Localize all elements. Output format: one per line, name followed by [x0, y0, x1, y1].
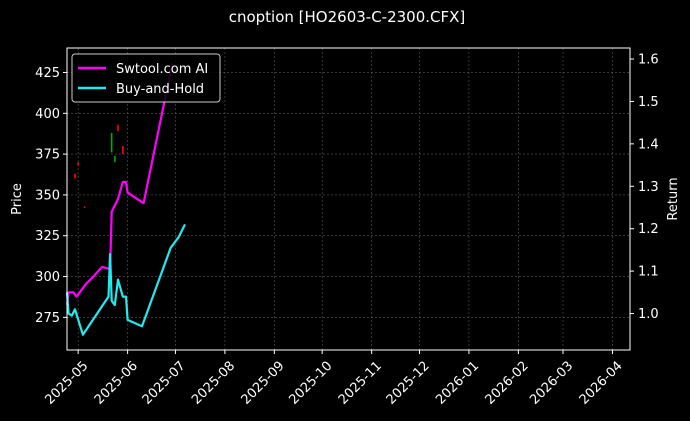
legend-label-swtool: Swtool.com AI	[116, 62, 208, 77]
y-axis-right: 1.0 1.1 1.2 1.3 1.4 1.5 1.6	[630, 53, 659, 322]
series-layer	[65, 63, 186, 336]
legend-label-buy-and-hold: Buy-and-Hold	[116, 82, 204, 97]
plot-frame	[66, 47, 631, 351]
y-tick-label: 425	[35, 66, 60, 81]
legend: Swtool.com AI Buy-and-Hold	[71, 53, 221, 103]
series-line-buy-and-hold	[65, 223, 186, 336]
y2-tick-label: 1.4	[638, 137, 659, 152]
y-tick-label: 325	[35, 229, 60, 244]
legend-box	[71, 53, 221, 103]
y-tick-label: 300	[35, 270, 60, 285]
y-tick-label: 275	[35, 311, 60, 326]
chart-title: cnoption [HO2603-C-2300.CFX]	[229, 8, 466, 26]
y2-tick-label: 1.2	[638, 222, 659, 237]
y-axis-title: Price	[10, 183, 25, 215]
y-axis-left: 275 300 325 350 375 400 425	[35, 66, 67, 326]
y-tick-label: 350	[35, 188, 60, 203]
y2-tick-label: 1.3	[638, 180, 659, 195]
y2-tick-label: 1.1	[638, 265, 659, 280]
y-tick-label: 375	[35, 148, 60, 163]
y-tick-label: 400	[35, 107, 60, 122]
series-line-swtool-com-ai	[65, 63, 174, 306]
y2-axis-title: Return	[666, 177, 681, 220]
y2-tick-label: 1.6	[638, 53, 659, 68]
candles-layer	[74, 124, 124, 208]
y2-tick-label: 1.0	[638, 307, 659, 322]
y2-tick-label: 1.5	[638, 95, 659, 110]
